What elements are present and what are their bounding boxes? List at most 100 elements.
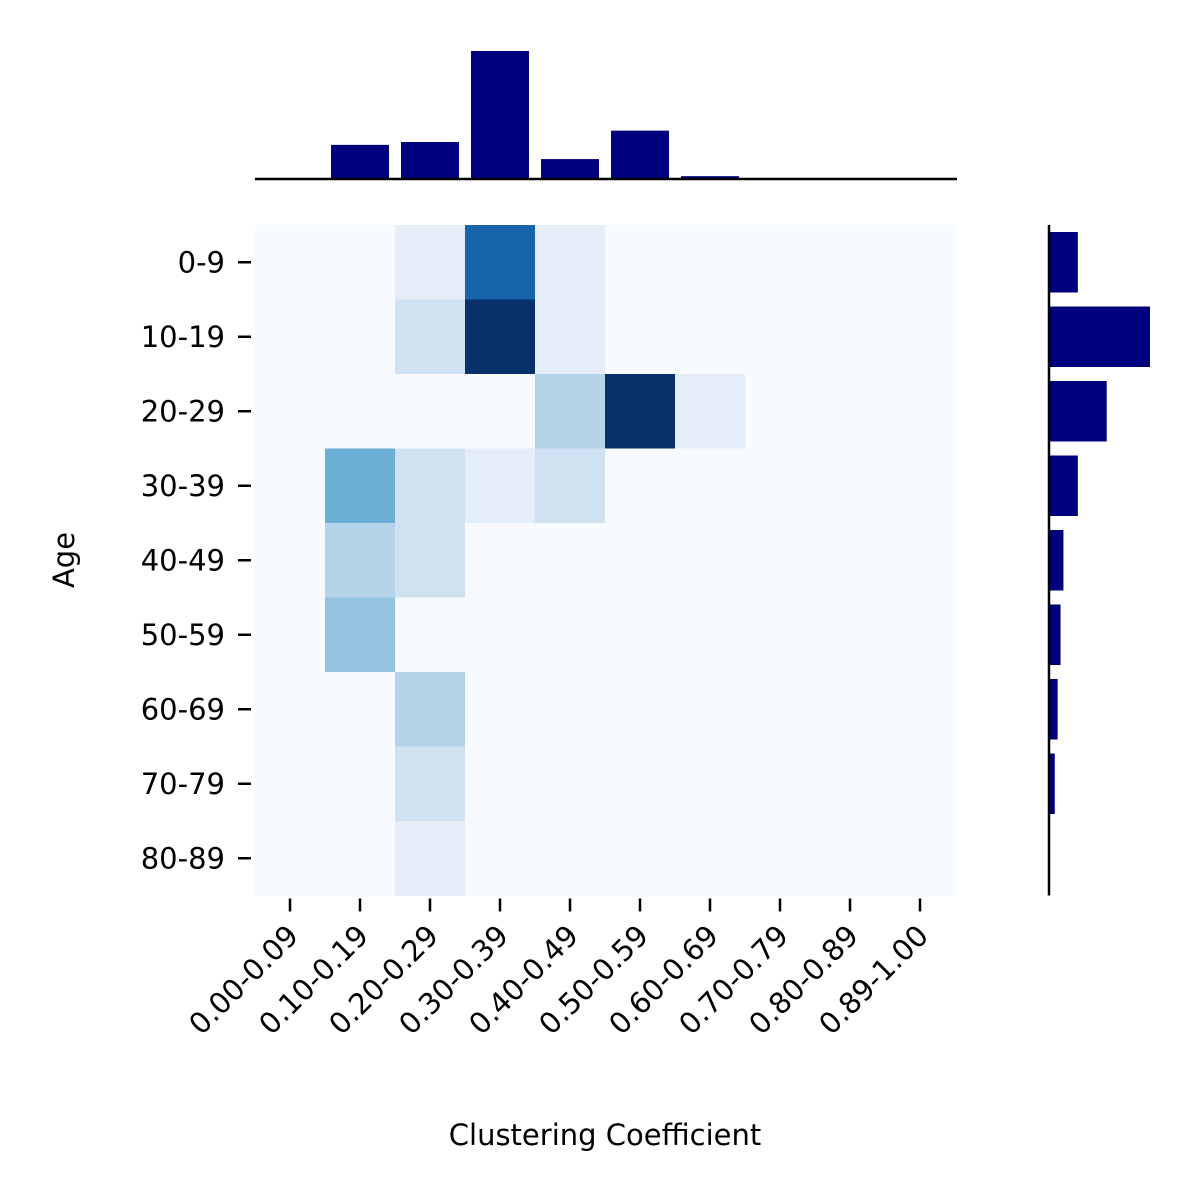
heatmap-cell xyxy=(675,374,746,449)
right-marginal-bar xyxy=(1049,455,1078,516)
heatmap-cell xyxy=(745,672,816,747)
heatmap-cell xyxy=(395,299,466,375)
heatmap-cell xyxy=(745,299,816,375)
heatmap-cell xyxy=(745,523,816,598)
top-marginal-bar xyxy=(541,159,599,179)
heatmap-cell xyxy=(885,597,956,673)
heatmap-cell xyxy=(815,597,886,673)
heatmap-cell xyxy=(255,448,326,524)
heatmap-cell xyxy=(465,821,536,896)
right-marginal-bar xyxy=(1049,753,1055,814)
heatmap-cell xyxy=(745,225,816,300)
right-marginal-bar xyxy=(1049,679,1058,740)
top-marginal-bar xyxy=(681,176,739,179)
top-marginal-bar xyxy=(401,142,459,179)
heatmap-cell xyxy=(535,597,606,673)
heatmap-cell xyxy=(535,821,606,896)
heatmap-cell xyxy=(745,821,816,896)
heatmap-cell xyxy=(465,448,536,524)
heatmap-cell xyxy=(395,448,466,524)
right-marginal-bar xyxy=(1049,306,1150,367)
heatmap-cell xyxy=(605,597,676,673)
heatmap-cell xyxy=(255,225,326,300)
y-tick-label: 80-89 xyxy=(141,841,225,875)
heatmap-cell xyxy=(325,299,396,375)
heatmap-cell xyxy=(465,523,536,598)
heatmap-cell xyxy=(535,299,606,375)
y-tick-label: 40-49 xyxy=(141,543,225,577)
heatmap-cell xyxy=(535,225,606,300)
heatmap-cell xyxy=(815,299,886,375)
heatmap-cell xyxy=(325,448,396,524)
heatmap-cell xyxy=(465,374,536,449)
heatmap-cell xyxy=(535,448,606,524)
heatmap-cell xyxy=(325,523,396,598)
heatmap-cell xyxy=(815,225,886,300)
heatmap-cell xyxy=(885,225,956,300)
heatmap-cell xyxy=(745,597,816,673)
heatmap-cell xyxy=(885,821,956,896)
x-axis: 0.00-0.090.10-0.190.20-0.290.30-0.390.40… xyxy=(182,898,935,1041)
heatmap-cell xyxy=(465,746,536,822)
heatmap-cell xyxy=(815,448,886,524)
right-marginal-histogram xyxy=(1047,225,1150,896)
y-tick-label: 20-29 xyxy=(141,394,225,428)
heatmap-cell xyxy=(815,746,886,822)
right-marginal-bar xyxy=(1049,381,1107,442)
y-tick-label: 70-79 xyxy=(141,767,225,801)
y-tick-label: 10-19 xyxy=(141,320,225,354)
heatmap-cell xyxy=(605,448,676,524)
heatmap-cell xyxy=(395,597,466,673)
y-tick-label: 30-39 xyxy=(141,469,225,503)
heatmap-cell xyxy=(325,746,396,822)
heatmap-cell xyxy=(745,448,816,524)
heatmap-cell xyxy=(885,448,956,524)
right-marginal-bar xyxy=(1049,232,1078,293)
heatmap-cell xyxy=(535,672,606,747)
heatmap-cell xyxy=(605,672,676,747)
y-tick-label: 50-59 xyxy=(141,618,225,652)
heatmap-cell xyxy=(325,821,396,896)
heatmap-cell xyxy=(255,746,326,822)
heatmap-cell xyxy=(885,299,956,375)
top-marginal-histogram xyxy=(255,51,957,181)
heatmap-cell xyxy=(535,374,606,449)
heatmap-cell xyxy=(745,746,816,822)
x-axis-title: Clustering Coefficient xyxy=(449,1118,761,1152)
heatmap-cell xyxy=(395,374,466,449)
heatmap-cell xyxy=(465,597,536,673)
heatmap-cell xyxy=(675,448,746,524)
heatmap-cell xyxy=(605,225,676,300)
heatmap-cell xyxy=(675,523,746,598)
heatmap-cell xyxy=(395,225,466,300)
heatmap-cell xyxy=(885,374,956,449)
heatmap-cell xyxy=(815,821,886,896)
heatmap-cell xyxy=(675,225,746,300)
heatmap-cell xyxy=(605,374,676,449)
heatmap-cell xyxy=(675,597,746,673)
y-tick-label: 0-9 xyxy=(178,245,225,279)
heatmap-cell xyxy=(395,672,466,747)
heatmap-cell xyxy=(255,523,326,598)
top-marginal-bar xyxy=(471,51,529,179)
heatmap-cell xyxy=(395,821,466,896)
heatmap-cell xyxy=(255,374,326,449)
heatmap-cell xyxy=(675,299,746,375)
heatmap-cell xyxy=(325,225,396,300)
heatmap-cell xyxy=(605,746,676,822)
heatmap-cell xyxy=(325,374,396,449)
heatmap-cell xyxy=(675,672,746,747)
right-marginal-bar xyxy=(1049,604,1061,665)
heatmap-cell xyxy=(885,523,956,598)
heatmap-cell xyxy=(605,821,676,896)
heatmap-cell xyxy=(395,523,466,598)
heatmap-cell xyxy=(535,523,606,598)
y-axis-title: Age xyxy=(47,532,81,588)
heatmap-cell xyxy=(255,299,326,375)
y-tick-label: 60-69 xyxy=(141,692,225,726)
heatmap-cell xyxy=(255,821,326,896)
heatmap-cell xyxy=(255,672,326,747)
heatmap-cell xyxy=(325,597,396,673)
heatmap-cell xyxy=(255,597,326,673)
